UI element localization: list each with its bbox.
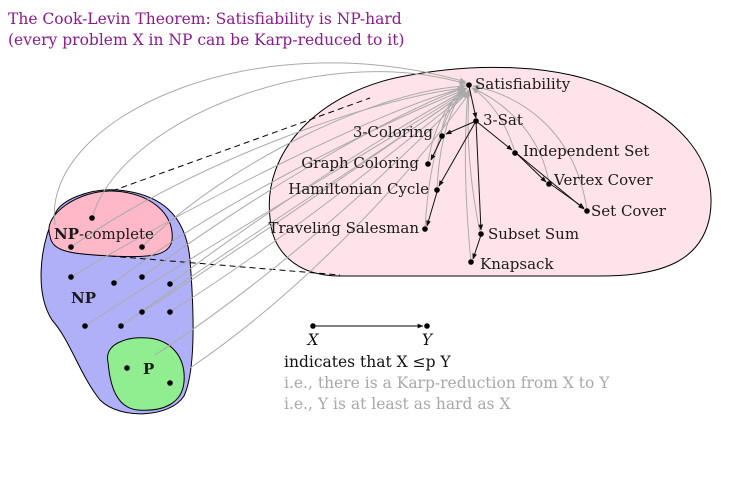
subset-sum-label: Subset Sum — [488, 225, 579, 243]
legend-line-2: i.e., there is a Karp-reduction from X t… — [284, 374, 610, 392]
three-sat-node — [473, 118, 479, 124]
three-coloring-label: 3-Coloring — [353, 123, 434, 141]
legend-x-node — [310, 323, 316, 329]
knapsack-node — [468, 259, 474, 265]
set-cover-node — [584, 208, 590, 214]
np-complete-label-bold: NP — [54, 225, 79, 243]
traveling-salesman-node — [422, 226, 428, 232]
np-reductions — [53, 62, 471, 369]
legend-y-node — [424, 323, 430, 329]
dashed-line-top — [111, 97, 371, 192]
legend-line-1: indicates that X ≤p Y — [284, 353, 451, 371]
np-problem-nodes — [68, 215, 173, 386]
p-label: P — [143, 360, 154, 378]
set-cover-label: Set Cover — [591, 202, 667, 220]
np-complete-label-rest: -complete — [79, 225, 154, 243]
graph-coloring-node — [425, 161, 431, 167]
three-coloring-node — [439, 133, 445, 139]
hamiltonian-cycle-label: Hamiltonian Cycle — [288, 180, 429, 198]
traveling-salesman-label: Traveling Salesman — [268, 219, 419, 237]
vertex-cover-node — [546, 181, 552, 187]
hamiltonian-cycle-node — [434, 187, 440, 193]
independent-set-node — [512, 150, 518, 156]
legend: X Y indicates that X ≤p Y i.e., there is… — [284, 323, 610, 413]
np-complete-label: NP-complete — [54, 225, 154, 243]
legend-x-label: X — [306, 331, 319, 349]
np-complete-subregion — [48, 190, 173, 258]
satisfiability-node — [466, 82, 472, 88]
title-line-1: The Cook-Levin Theorem: Satisfiability i… — [8, 10, 402, 28]
satisfiability-label: Satisfiability — [475, 75, 571, 93]
np-complete-region — [268, 66, 712, 277]
npc-reductions — [426, 85, 585, 260]
vertex-cover-label: Vertex Cover — [553, 171, 653, 189]
p-region — [107, 337, 185, 411]
legend-line-3: i.e., Y is at least as hard as X — [284, 395, 510, 413]
npc-back-reductions — [424, 84, 588, 263]
problem-nodes — [422, 82, 590, 265]
three-sat-label: 3-Sat — [483, 111, 523, 129]
np-label: NP — [71, 289, 96, 307]
title-line-2: (every problem X in NP can be Karp-reduc… — [8, 31, 404, 49]
knapsack-label: Knapsack — [480, 255, 554, 273]
legend-y-label: Y — [422, 331, 434, 349]
dashed-line-bottom — [109, 255, 341, 276]
graph-coloring-label: Graph Coloring — [301, 154, 419, 172]
independent-set-label: Independent Set — [523, 142, 649, 160]
subset-sum-node — [478, 231, 484, 237]
